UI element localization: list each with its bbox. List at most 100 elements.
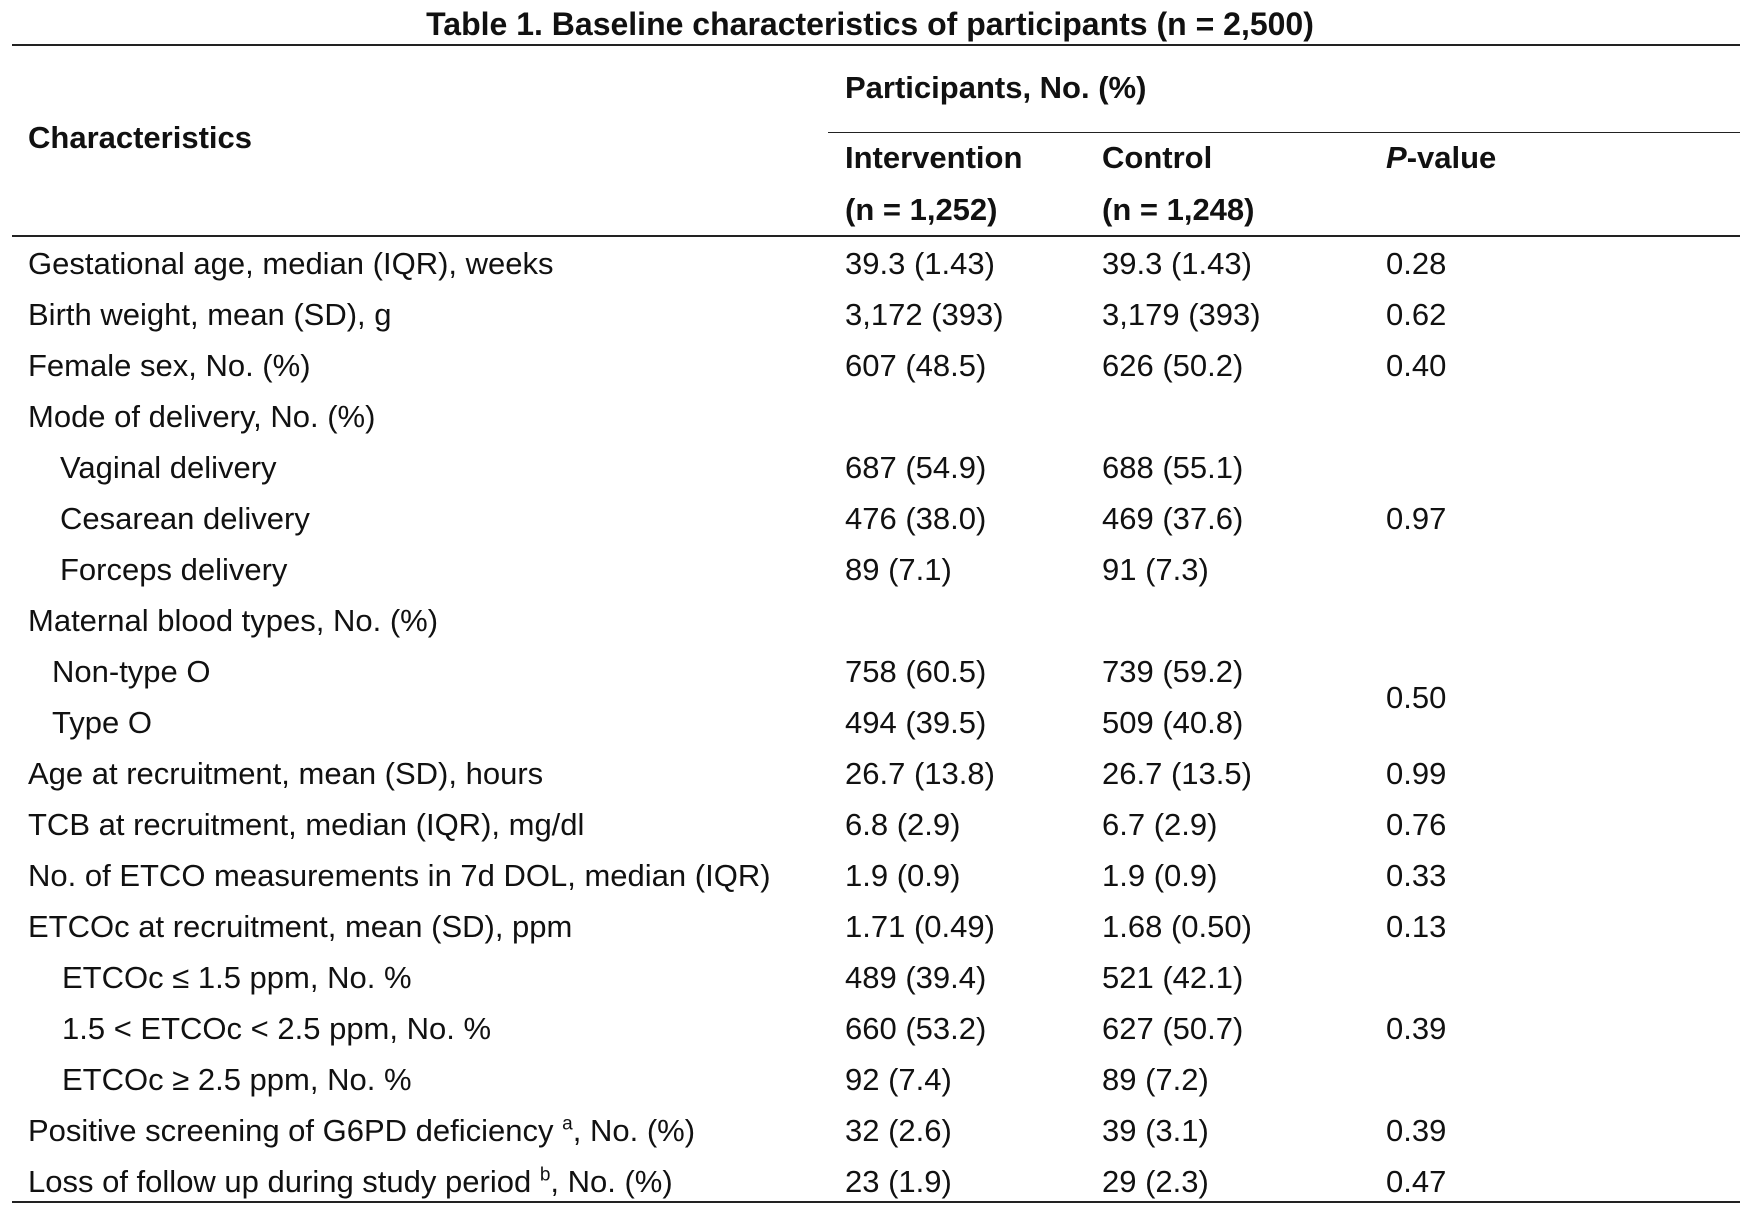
table-row: Positive screening of G6PD deficiency a,… [0, 1105, 1740, 1156]
intervention-cell: 1.9 (0.9) [845, 858, 961, 893]
row-label: Mode of delivery, No. (%) [28, 391, 375, 442]
row-label: Maternal blood types, No. (%) [28, 595, 438, 646]
control-cell: 3,179 (393) [1102, 297, 1261, 332]
intervention-cell: 23 (1.9) [845, 1164, 952, 1199]
table-row: Forceps delivery 89 (7.1) 91 (7.3) [0, 544, 1740, 595]
row-label: 1.5 < ETCOc < 2.5 ppm, No. % [62, 1003, 491, 1054]
table-row: Cesarean delivery 476 (38.0) 469 (37.6) 0.9… [0, 493, 1740, 544]
intervention-cell: 489 (39.4) [845, 960, 987, 995]
p-value-cell: 0.47 [1386, 1164, 1447, 1199]
table-row: ETCOc ≤ 1.5 ppm, No. % 489 (39.4) 521 (42.… [0, 952, 1740, 1003]
intervention-cell: 89 (7.1) [845, 552, 952, 587]
header-intervention-n: (n = 1,252) [845, 192, 998, 227]
p-value-cell: 0.39 [1386, 1011, 1447, 1046]
header-intervention: Intervention (n = 1,252) [845, 138, 1022, 230]
row-label: No. of ETCO measurements in 7d DOL, medi… [28, 850, 771, 901]
intervention-cell: 39.3 (1.43) [845, 246, 995, 281]
intervention-cell: 660 (53.2) [845, 1011, 987, 1046]
table-row: Vaginal delivery 687 (54.9) 688 (55.1) [0, 442, 1740, 493]
header-participants-group: Participants, No. (%) [845, 70, 1147, 105]
row-label: ETCOc ≥ 2.5 ppm, No. % [62, 1054, 412, 1105]
p-value-cell: 0.13 [1386, 909, 1447, 944]
control-cell: 1.68 (0.50) [1102, 909, 1252, 944]
table-row: 1.5 < ETCOc < 2.5 ppm, No. % 660 (53.2) 62… [0, 1003, 1740, 1054]
control-cell: 469 (37.6) [1102, 501, 1244, 536]
control-cell: 39.3 (1.43) [1102, 246, 1252, 281]
row-label-text: Mode of delivery, No. (%) [28, 399, 376, 434]
intervention-cell: 32 (2.6) [845, 1113, 952, 1148]
header-characteristics: Characteristics [28, 120, 253, 155]
row-label-suffix: , No. (%) [572, 1113, 696, 1148]
row-label-text: Gestational age, median (IQR), weeks [28, 246, 554, 281]
header-control-n: (n = 1,248) [1102, 192, 1255, 227]
row-label-text: Type O [52, 705, 152, 740]
row-label: Positive screening of G6PD deficiency a,… [28, 1105, 695, 1156]
table-title: Table 1. Baseline characteristics of par… [426, 6, 1314, 42]
row-label-text: Birth weight, mean (SD), g [28, 297, 392, 332]
row-label: Cesarean delivery [60, 493, 310, 544]
row-label-text: Age at recruitment, mean (SD), hours [28, 756, 544, 791]
row-label-text: Forceps delivery [60, 552, 288, 587]
row-label: Female sex, No. (%) [28, 340, 311, 391]
row-label: Loss of follow up during study period b,… [28, 1156, 673, 1207]
row-label: TCB at recruitment, median (IQR), mg/dl [28, 799, 584, 850]
row-label-text: Loss of follow up during study period [28, 1164, 532, 1199]
table-row: ETCOc ≥ 2.5 ppm, No. % 92 (7.4) 89 (7.2) [0, 1054, 1740, 1105]
intervention-cell: 758 (60.5) [845, 654, 987, 689]
intervention-cell: 6.8 (2.9) [845, 807, 961, 842]
intervention-cell: 607 (48.5) [845, 348, 987, 383]
row-label-text: ETCOc ≥ 2.5 ppm, No. % [62, 1062, 412, 1097]
row-label-text: No. of ETCO measurements in 7d DOL, medi… [28, 858, 771, 893]
header-p-italic: P [1386, 140, 1407, 175]
p-value-cell: 0.76 [1386, 807, 1447, 842]
footnote-marker: a [562, 1113, 573, 1135]
row-label: Type O [52, 697, 152, 748]
row-label: Vaginal delivery [60, 442, 277, 493]
group-rule [828, 132, 1740, 133]
table-row: Female sex, No. (%) 607 (48.5) 626 (50.2) 0… [0, 340, 1740, 391]
row-label: Gestational age, median (IQR), weeks [28, 238, 554, 289]
p-value-cell: 0.97 [1386, 501, 1447, 536]
row-label-text: Cesarean delivery [60, 501, 310, 536]
row-label-suffix: , No. (%) [550, 1164, 673, 1199]
row-label-text: Maternal blood types, No. (%) [28, 603, 439, 638]
p-value-cell: 0.28 [1386, 246, 1447, 281]
table-row: Gestational age, median (IQR), weeks 39.3… [0, 238, 1740, 289]
control-cell: 521 (42.1) [1102, 960, 1244, 995]
header-intervention-label: Intervention [845, 140, 1023, 175]
row-label-text: ETCOc at recruitment, mean (SD), ppm [28, 909, 573, 944]
bottom-rule [12, 1201, 1740, 1203]
header-p-value: P-value [1386, 138, 1496, 178]
row-label-text: ETCOc ≤ 1.5 ppm, No. % [62, 960, 412, 995]
row-label-text: Vaginal delivery [60, 450, 277, 485]
top-rule [12, 44, 1740, 46]
control-cell: 688 (55.1) [1102, 450, 1244, 485]
table-row: Non-type O 758 (60.5) 739 (59.2) [0, 646, 1740, 697]
intervention-cell: 26.7 (13.8) [845, 756, 995, 791]
table-row: Mode of delivery, No. (%) [0, 391, 1740, 442]
row-label: ETCOc at recruitment, mean (SD), ppm [28, 901, 572, 952]
row-label-text: 1.5 < ETCOc < 2.5 ppm, No. % [62, 1011, 492, 1046]
p-value-cell: 0.99 [1386, 756, 1447, 791]
p-value-cell: 0.33 [1386, 858, 1447, 893]
table-row: Loss of follow up during study period b,… [0, 1156, 1740, 1207]
row-label: Forceps delivery [60, 544, 287, 595]
intervention-cell: 1.71 (0.49) [845, 909, 995, 944]
table-row: No. of ETCO measurements in 7d DOL, medi… [0, 850, 1740, 901]
row-label: ETCOc ≤ 1.5 ppm, No. % [62, 952, 412, 1003]
p-value-cell: 0.40 [1386, 348, 1447, 383]
table-row: Age at recruitment, mean (SD), hours 26.7… [0, 748, 1740, 799]
row-label-text: Female sex, No. (%) [28, 348, 311, 383]
row-label-text: TCB at recruitment, median (IQR), mg/dl [28, 807, 585, 842]
control-cell: 26.7 (13.5) [1102, 756, 1252, 791]
row-label: Non-type O [52, 646, 211, 697]
row-label-text: Non-type O [52, 654, 211, 689]
control-cell: 626 (50.2) [1102, 348, 1244, 383]
intervention-cell: 494 (39.5) [845, 705, 987, 740]
p-value-cell: 0.62 [1386, 297, 1447, 332]
control-cell: 39 (3.1) [1102, 1113, 1209, 1148]
header-p-rest: -value [1406, 140, 1497, 175]
intervention-cell: 687 (54.9) [845, 450, 987, 485]
control-cell: 29 (2.3) [1102, 1164, 1209, 1199]
row-label: Birth weight, mean (SD), g [28, 289, 392, 340]
